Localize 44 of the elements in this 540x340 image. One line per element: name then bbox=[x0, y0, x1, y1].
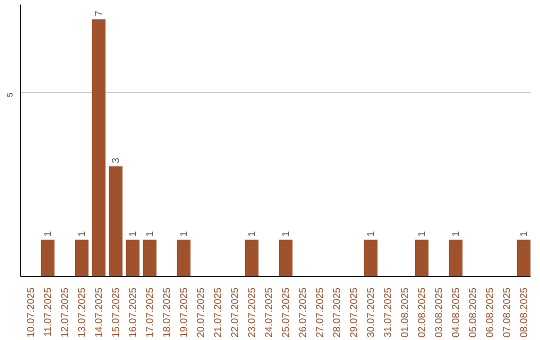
data-label: 1 bbox=[366, 230, 378, 237]
x-tick-label: 13.07.2025 bbox=[77, 287, 88, 338]
x-tick-label: 30.07.2025 bbox=[366, 287, 378, 338]
data-label: 1 bbox=[451, 230, 462, 237]
x-tick-label: 08.08.2025 bbox=[519, 287, 530, 338]
x-tick-label: 20.07.2025 bbox=[196, 287, 208, 338]
data-label: 1 bbox=[417, 230, 428, 237]
x-tick-label: 23.07.2025 bbox=[247, 287, 258, 338]
x-tick-label: 28.07.2025 bbox=[332, 287, 344, 338]
x-tick-label: 26.07.2025 bbox=[298, 287, 310, 338]
x-tick-label: 31.07.2025 bbox=[383, 287, 394, 338]
x-tick-label: 21.07.2025 bbox=[213, 287, 224, 338]
data-label: 1 bbox=[179, 230, 190, 237]
data-label: 1 bbox=[145, 230, 156, 237]
x-tick-label: 19.07.2025 bbox=[179, 287, 190, 338]
data-label: 1 bbox=[247, 230, 258, 237]
x-tick-label: 17.07.2025 bbox=[145, 287, 156, 338]
x-tick-label: 04.08.2025 bbox=[451, 287, 462, 338]
x-tick-label: 18.07.2025 bbox=[162, 287, 174, 338]
data-label: 1 bbox=[43, 230, 54, 237]
x-tick-label: 07.08.2025 bbox=[502, 287, 514, 338]
data-label: 3 bbox=[111, 157, 122, 164]
x-tick-label: 01.08.2025 bbox=[400, 287, 412, 338]
x-tick-label: 14.07.2025 bbox=[94, 287, 106, 338]
data-label: 1 bbox=[281, 230, 292, 237]
x-tick-label: 06.08.2025 bbox=[485, 287, 496, 338]
x-tick-label: 03.08.2025 bbox=[434, 287, 446, 338]
x-tick-label: 27.07.2025 bbox=[315, 287, 326, 338]
x-tick-label: 16.07.2025 bbox=[128, 287, 140, 338]
data-label: 7 bbox=[94, 10, 106, 16]
data-label: 1 bbox=[128, 230, 140, 237]
x-tick-label: 25.07.2025 bbox=[281, 287, 292, 338]
data-label: 1 bbox=[519, 230, 530, 237]
x-tick-label: 05.08.2025 bbox=[468, 287, 480, 338]
x-tick-label: 11.07.2025 bbox=[43, 287, 54, 337]
x-tick-label: 02.08.2025 bbox=[417, 287, 428, 338]
x-tick-label: 15.07.2025 bbox=[111, 287, 122, 338]
x-tick-label: 22.07.2025 bbox=[230, 287, 242, 338]
y-tick-label: 5 bbox=[6, 92, 14, 98]
data-label: 1 bbox=[77, 230, 88, 237]
x-tick-label: 10.07.2025 bbox=[26, 287, 38, 338]
x-tick-label: 24.07.2025 bbox=[264, 287, 276, 338]
x-tick-label: 12.07.2025 bbox=[60, 287, 72, 338]
x-tick-label: 29.07.2025 bbox=[349, 287, 360, 338]
